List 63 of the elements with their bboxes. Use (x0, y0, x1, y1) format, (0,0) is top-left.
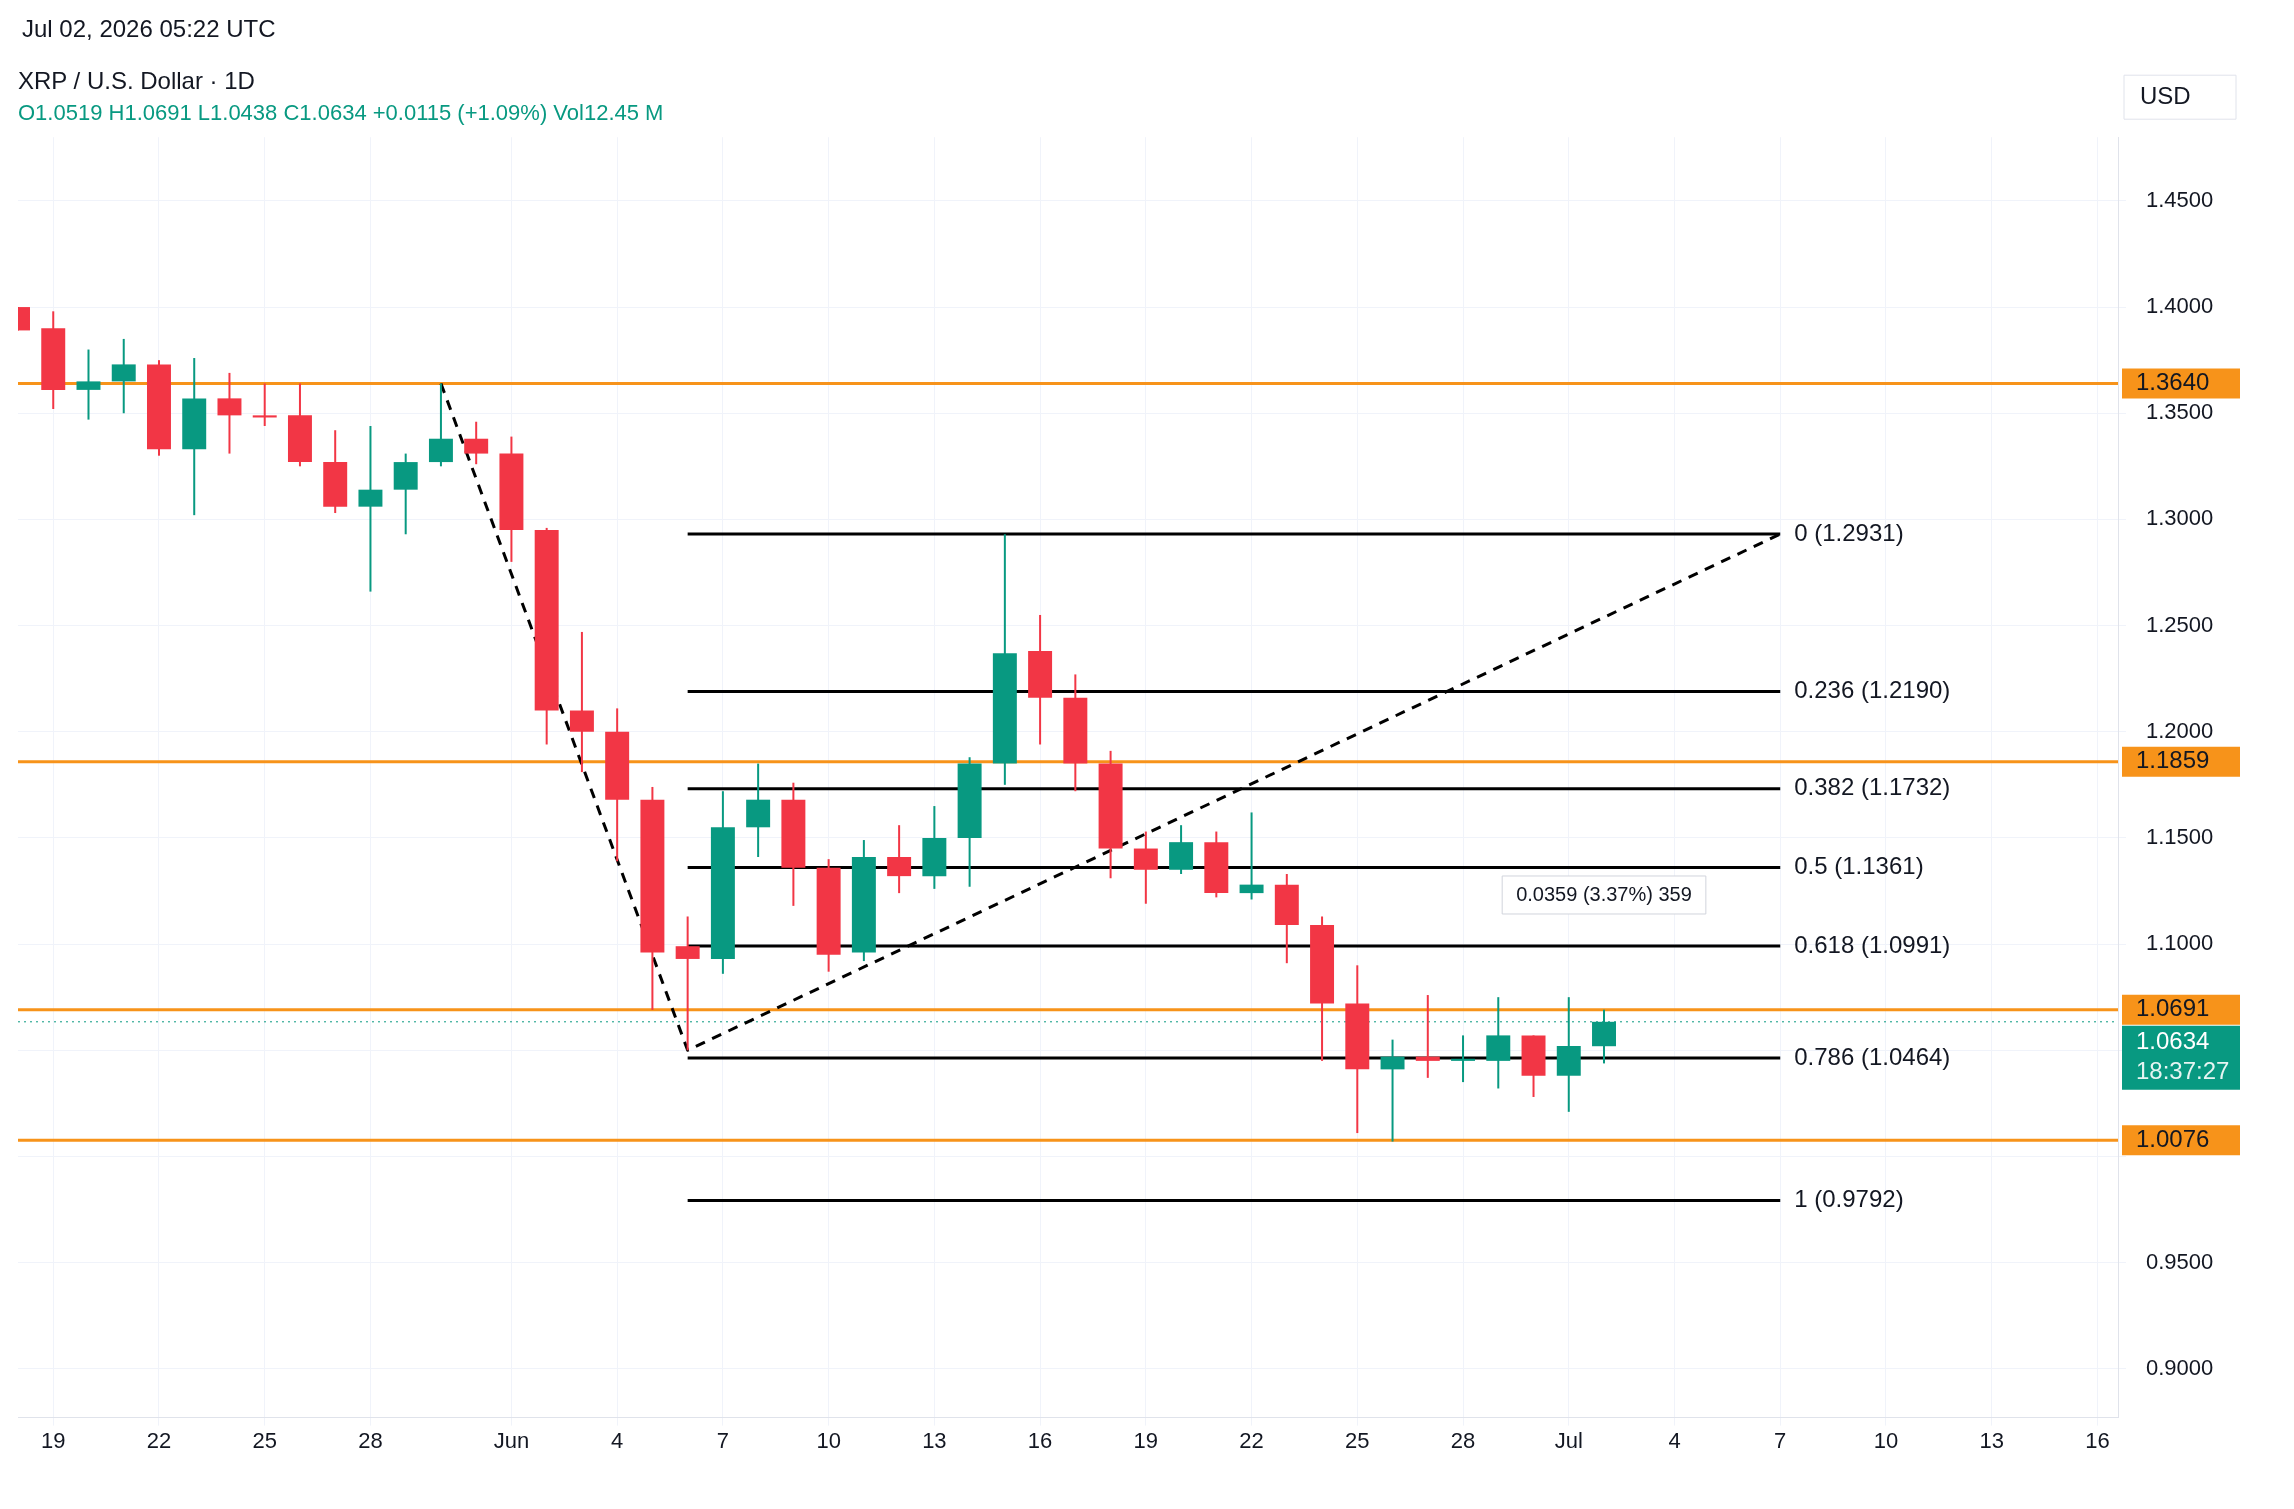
x-tick-label: 4 (611, 1427, 624, 1453)
candlestick (887, 824, 912, 895)
candlestick (428, 382, 453, 468)
y-tick-label: 1.3500 (2146, 399, 2214, 425)
x-tick-label: 4 (1668, 1427, 1681, 1453)
x-tick-label: Jul (1554, 1427, 1583, 1453)
x-tick-label: 13 (1979, 1427, 2004, 1453)
candlestick (569, 630, 594, 774)
chart-subtitle: O1.0519 H1.0691 L1.0438 C1.0634 +0.0115 (+1.09%) Vol12.45 M (18, 100, 664, 126)
y-tick-label: 1.3000 (2146, 505, 2214, 531)
series-label: 0.618 (1.0991) (1794, 930, 1951, 958)
x-tick-label: 16 (2085, 1427, 2110, 1453)
y-axis-title: USD (2140, 81, 2191, 109)
y-tick-label: 1.4000 (2146, 293, 2214, 319)
candlestick (111, 337, 136, 415)
chart-title: XRP / U.S. Dollar · 1D (18, 67, 255, 95)
ref-line-label: 1.1859 (2136, 746, 2210, 774)
series-label: 0.382 (1.1732) (1794, 773, 1951, 801)
y-tick-label: 1.4500 (2146, 186, 2214, 212)
y-tick-label: 1.1500 (2146, 823, 2214, 849)
candlestick (675, 915, 700, 1052)
y-tick-label: 1.2500 (2146, 611, 2214, 637)
text: 18:37:27 (2136, 1057, 2230, 1085)
candlestick (1380, 1038, 1405, 1143)
candlestick (252, 382, 277, 427)
ref-line-label: 1.0634 (2136, 1027, 2210, 1055)
x-tick-label: 7 (1774, 1427, 1787, 1453)
annotation: 0.0359 (3.37%) 359 (1516, 882, 1692, 905)
candlestick (1451, 1034, 1476, 1084)
candlestick (1133, 830, 1158, 905)
x-tick-label: 22 (1239, 1427, 1264, 1453)
y-tick-label: 0.9500 (2146, 1248, 2214, 1274)
ref-line-label: 1.0076 (2136, 1124, 2210, 1152)
y-tick-label: 1.2000 (2146, 717, 2214, 743)
series-label: 0.786 (1.0464) (1794, 1042, 1951, 1070)
x-tick-label: 13 (922, 1427, 947, 1453)
x-tick-label: 22 (146, 1427, 172, 1453)
candlestick (464, 420, 489, 466)
x-tick-label: 19 (1133, 1427, 1159, 1453)
x-tick-label: 10 (1873, 1427, 1899, 1453)
x-tick-label: 28 (358, 1427, 383, 1453)
series-label: 0.236 (1.2190) (1794, 676, 1951, 704)
text: Jul 02, 2026 05:22 UTC (22, 14, 276, 42)
candlestick (1239, 811, 1264, 901)
x-tick-label: Jun (493, 1427, 530, 1453)
ref-line-label: 1.3640 (2136, 368, 2210, 396)
y-tick-label: 0.9000 (2146, 1354, 2214, 1380)
candlestick (1415, 994, 1440, 1079)
series-label: 1 (0.9792) (1794, 1185, 1904, 1213)
x-tick-label: 19 (41, 1427, 66, 1453)
candlestick (217, 371, 242, 455)
ref-line-label: 1.0691 (2136, 994, 2210, 1022)
x-tick-label: 25 (1345, 1427, 1370, 1453)
x-tick-label: 10 (816, 1427, 841, 1453)
x-tick-label: 7 (716, 1427, 730, 1453)
x-tick-label: 16 (1027, 1427, 1053, 1453)
candlestick (358, 424, 383, 593)
series-label: 0 (1.2931) (1794, 518, 1904, 546)
x-tick-label: 25 (252, 1427, 277, 1453)
y-tick-label: 1.1000 (2146, 930, 2214, 956)
x-tick-label: 28 (1450, 1427, 1476, 1453)
candlestick (76, 348, 101, 421)
series-label: 0.5 (1.1361) (1794, 852, 1924, 880)
